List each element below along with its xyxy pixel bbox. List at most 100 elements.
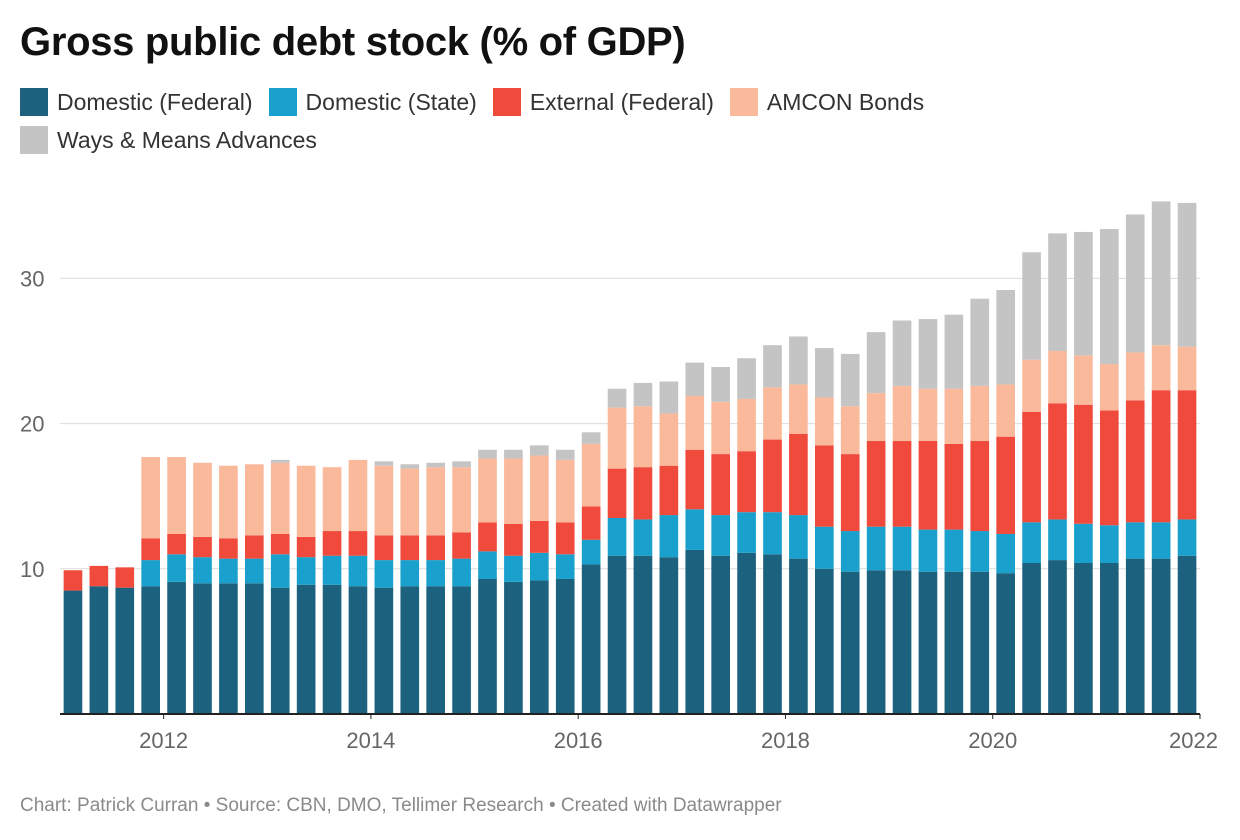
bar-segment-external-federal [400, 535, 420, 561]
bar-segment-external-federal [529, 520, 549, 553]
legend-item-domestic-federal: Domestic (Federal) [20, 88, 253, 116]
bar-segment-domestic-federal [1074, 562, 1093, 714]
bar-segment-ways-and-means-advances [1074, 231, 1093, 356]
bar-segment-domestic-state [581, 539, 601, 565]
bar-segment-amcon-bonds [607, 407, 627, 469]
bar-segment-ways-and-means-advances [996, 290, 1015, 385]
bar-segment-external-federal [115, 567, 135, 588]
bar-segment-domestic-state [814, 526, 834, 569]
chart-source-note: Chart: Patrick Curran • Source: CBN, DMO… [20, 795, 782, 816]
bar-segment-domestic-federal [244, 583, 264, 714]
bar-segment-ways-and-means-advances [581, 432, 601, 444]
bar-segment-amcon-bonds [581, 443, 601, 507]
bar-segment-domestic-federal [504, 581, 523, 714]
bar-segment-ways-and-means-advances [555, 449, 575, 460]
bar-segment-amcon-bonds [1177, 346, 1197, 391]
bar-segment-external-federal [426, 535, 445, 561]
bar-segment-domestic-state [452, 558, 471, 587]
bar-segment-domestic-federal [659, 557, 679, 714]
bar-segment-amcon-bonds [970, 385, 990, 442]
bar-segment-amcon-bonds [296, 465, 316, 537]
bar-segment-domestic-federal [296, 584, 316, 714]
chart-title: Gross public debt stock (% of GDP) [20, 20, 686, 64]
x-tick-label: 2022 [1169, 728, 1218, 753]
bar-segment-external-federal [555, 522, 575, 555]
bar-segment-domestic-state [607, 517, 627, 556]
bar-segment-domestic-federal [426, 586, 445, 714]
bar-segment-amcon-bonds [400, 468, 420, 536]
bar-segment-amcon-bonds [374, 465, 394, 536]
bar-segment-ways-and-means-advances [659, 381, 679, 414]
bar-segment-domestic-state [763, 512, 782, 555]
bar-segment-domestic-federal [737, 552, 756, 714]
bar-segment-domestic-state [478, 551, 497, 579]
bar-segment-amcon-bonds [1048, 351, 1067, 404]
bar-segment-ways-and-means-advances [529, 445, 549, 456]
bar-segment-domestic-federal [374, 587, 394, 714]
bar-segment-amcon-bonds [1151, 345, 1171, 391]
bar-segment-domestic-federal [348, 586, 368, 714]
y-tick-label: 10 [20, 557, 44, 582]
bar-segment-domestic-federal [193, 583, 212, 714]
bar-segment-domestic-state [840, 531, 860, 572]
bar-segment-amcon-bonds [814, 397, 834, 446]
bar-segment-amcon-bonds [944, 388, 964, 444]
bar-segment-ways-and-means-advances [478, 449, 497, 459]
bar-segment-ways-and-means-advances [737, 358, 756, 399]
bar-segment-domestic-state [944, 529, 964, 572]
bar-segment-domestic-state [167, 554, 186, 582]
bar-segment-domestic-federal [789, 558, 808, 714]
bar-segment-domestic-federal [141, 586, 160, 714]
bar-segment-amcon-bonds [1022, 359, 1041, 412]
bar-segment-domestic-federal [892, 570, 912, 714]
bar-segment-domestic-state [1048, 519, 1067, 561]
bar-segment-ways-and-means-advances [452, 461, 471, 468]
bar-segment-domestic-federal [452, 586, 471, 714]
bar-segment-domestic-state [892, 526, 912, 571]
bar-segment-ways-and-means-advances [1125, 214, 1145, 353]
bar-segment-amcon-bonds [478, 458, 497, 523]
bar-segment-domestic-federal [970, 571, 990, 714]
bar-segment-domestic-state [711, 515, 730, 556]
bar-segment-external-federal [167, 533, 186, 555]
bar-segment-ways-and-means-advances [1099, 229, 1119, 365]
bar-segment-domestic-federal [607, 555, 627, 714]
bar-segment-external-federal [737, 451, 756, 513]
bar-segment-external-federal [685, 449, 705, 510]
bar-segment-domestic-state [322, 555, 342, 585]
bar-segment-ways-and-means-advances [374, 461, 394, 466]
bar-segment-amcon-bonds [996, 384, 1015, 437]
bar-segment-domestic-state [400, 560, 420, 587]
legend-swatch [20, 88, 48, 116]
bar-segment-external-federal [607, 468, 627, 518]
x-tick-label: 2018 [761, 728, 810, 753]
bar-segment-domestic-federal [581, 564, 601, 714]
bar-segment-domestic-federal [633, 555, 653, 714]
legend-swatch [492, 88, 521, 116]
bar-segment-ways-and-means-advances [1048, 233, 1067, 351]
bar-segment-ways-and-means-advances [400, 464, 420, 469]
bar-segment-external-federal [996, 436, 1015, 534]
bar-segment-domestic-state [1099, 525, 1119, 563]
bar-segment-ways-and-means-advances [814, 348, 834, 398]
bar-segment-external-federal [1177, 390, 1197, 520]
bar-segment-amcon-bonds [348, 459, 368, 532]
bar-segment-amcon-bonds [504, 458, 523, 524]
bar-segment-amcon-bonds [659, 413, 679, 466]
bar-segment-domestic-state [866, 526, 886, 571]
bar-segment-domestic-state [426, 560, 445, 587]
bar-segment-ways-and-means-advances [711, 366, 730, 402]
bar-segment-domestic-federal [167, 581, 186, 714]
bar-segment-domestic-federal [115, 587, 135, 714]
bar-segment-domestic-federal [918, 571, 938, 714]
bar-segment-amcon-bonds [322, 467, 342, 532]
y-tick-label: 20 [20, 412, 44, 437]
bar-segment-external-federal [970, 441, 990, 532]
bar-segment-domestic-state [141, 560, 160, 587]
bar-segment-external-federal [374, 535, 394, 561]
bar-segment-domestic-state [789, 515, 808, 559]
bar-segment-domestic-federal [996, 573, 1015, 714]
bar-segment-domestic-state [633, 519, 653, 556]
bar-segment-amcon-bonds [270, 462, 290, 534]
bar-segment-domestic-state [970, 531, 990, 572]
